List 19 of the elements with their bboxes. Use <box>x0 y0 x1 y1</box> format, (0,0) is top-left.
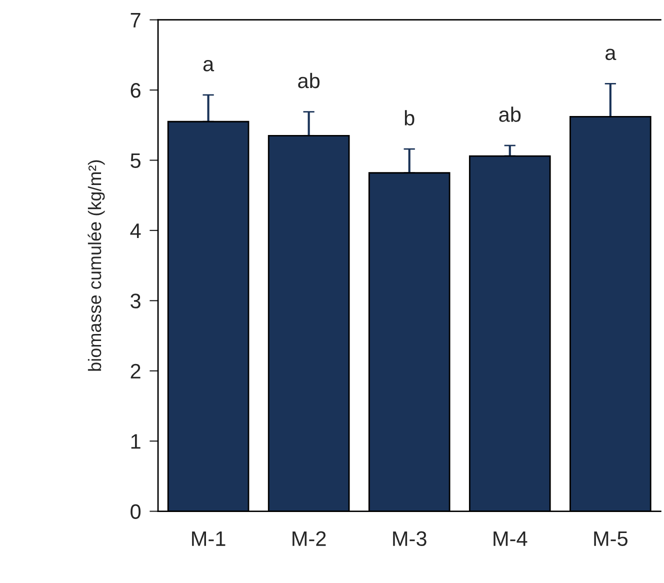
x-tick-label: M-2 <box>292 531 326 546</box>
y-tick-label: 2 <box>130 364 140 378</box>
x-tick-label: M-1 <box>192 532 226 546</box>
annotation: a <box>606 48 616 60</box>
annotation: ab <box>298 72 320 88</box>
y-tick-label: 1 <box>131 434 140 449</box>
y-axis-title: biomasse cumulée (kg/m²) <box>88 160 105 371</box>
y-tick-label: 4 <box>130 224 141 238</box>
x-tick-label: M-5 <box>594 532 628 546</box>
y-tick-label: 7 <box>130 13 140 28</box>
y-tick-label: 5 <box>130 153 140 168</box>
y-tick-label: 3 <box>130 294 140 308</box>
y-tick-label: 0 <box>130 504 141 520</box>
y-tick-label: 6 <box>130 83 140 98</box>
annotation: b <box>404 110 414 126</box>
x-tick-label: M-4 <box>494 532 528 546</box>
x-tick-label: M-3 <box>393 531 426 546</box>
annotation: a <box>203 60 214 72</box>
annotation: ab <box>499 106 521 122</box>
